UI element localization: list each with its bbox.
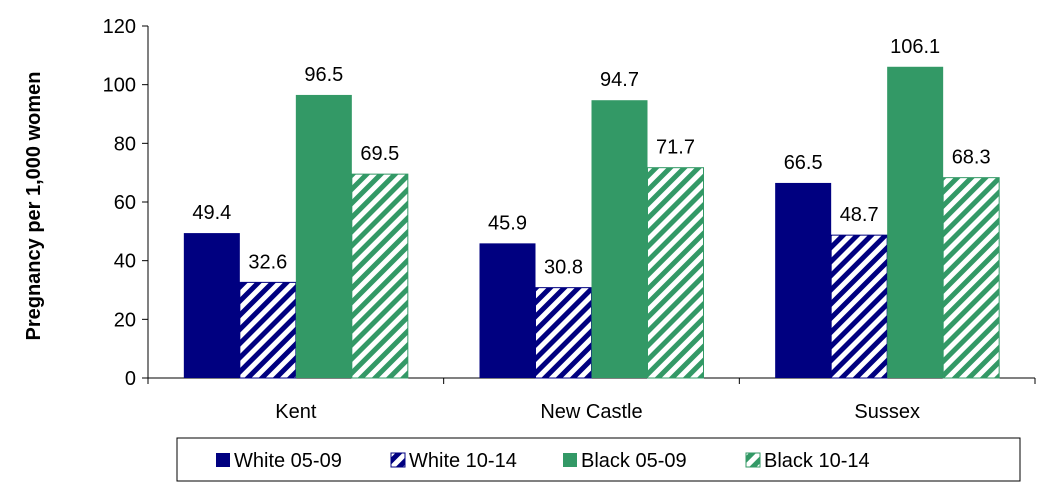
- data-label: 49.4: [192, 202, 231, 224]
- data-label: 94.7: [600, 69, 639, 91]
- data-label: 32.6: [248, 251, 287, 273]
- bar: [775, 182, 832, 378]
- legend-box: [176, 437, 1021, 482]
- x-ticks: Kent New Castle Sussex: [147, 378, 1036, 423]
- legend-label: White 10-14: [409, 450, 517, 472]
- bar: [830, 234, 888, 379]
- data-label: 69.5: [360, 143, 399, 165]
- legend-items: White 05-09 White 10-14 Black 05-09 Black 1…: [216, 450, 870, 472]
- data-label: 30.8: [544, 257, 583, 279]
- data-label: 71.7: [656, 137, 695, 159]
- legend: White 05-09 White 10-14 Black 05-09 Black 1…: [176, 437, 1021, 482]
- y-tick-label: 20: [114, 309, 136, 331]
- data-label: 66.5: [784, 152, 823, 174]
- bars: [183, 66, 1000, 379]
- x-tick-label: New Castle: [540, 401, 642, 423]
- y-tick-label: 60: [114, 192, 136, 214]
- legend-label: Black 05-09: [581, 450, 687, 472]
- y-tick-label: 0: [125, 368, 136, 390]
- y-tick-label: 40: [114, 251, 136, 273]
- data-label: 48.7: [840, 204, 879, 226]
- bar: [647, 167, 704, 379]
- bar: [887, 66, 944, 379]
- bar: [535, 287, 592, 379]
- data-label: 106.1: [890, 36, 940, 58]
- bar: [239, 281, 297, 379]
- data-label: 68.3: [952, 147, 991, 169]
- legend-swatch: [745, 452, 761, 468]
- y-tick-label: 80: [114, 133, 136, 155]
- y-ticks: 0 20 40 60 80 100 120: [103, 16, 148, 390]
- legend-label: White 05-09: [234, 450, 342, 472]
- bar: [591, 100, 648, 379]
- data-labels: 49.4 32.6 96.5 69.5 45.9 30.8 94.7 71.7 66.5 48.7…: [192, 36, 990, 279]
- data-label: 45.9: [488, 212, 527, 234]
- legend-swatch: [390, 452, 406, 468]
- bar: [479, 243, 536, 378]
- legend-swatch: [216, 453, 230, 467]
- x-tick-label: Sussex: [854, 401, 920, 423]
- y-axis-title-group: Pregnancy per 1,000 women: [23, 71, 45, 340]
- data-label: 96.5: [304, 64, 343, 86]
- y-tick-label: 100: [103, 75, 136, 97]
- x-tick-label: Kent: [275, 401, 317, 423]
- legend-label: Black 10-14: [764, 450, 870, 472]
- bar: [183, 233, 240, 378]
- y-axis-title: Pregnancy per 1,000 women: [23, 71, 45, 340]
- bar: [942, 177, 1000, 379]
- bar: [351, 173, 409, 379]
- legend-swatch: [563, 453, 577, 467]
- y-tick-label: 120: [103, 16, 136, 38]
- bar: [295, 94, 352, 378]
